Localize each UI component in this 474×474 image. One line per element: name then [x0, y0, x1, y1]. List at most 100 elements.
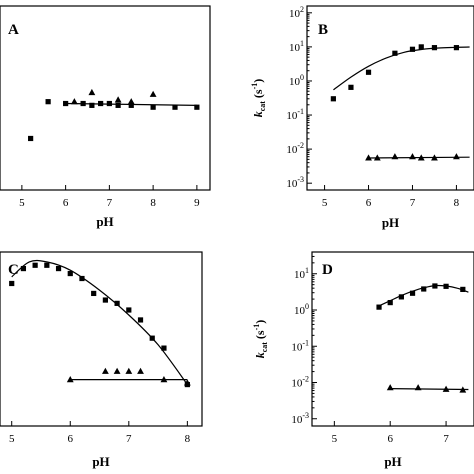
panel-letter: A: [8, 22, 19, 38]
data-point-triangle: [101, 367, 109, 374]
data-point-square: [418, 44, 424, 50]
data-point-square: [98, 100, 104, 107]
y-tick-label: 10-1: [286, 107, 304, 122]
data-point-square: [460, 286, 466, 293]
data-point-square: [20, 265, 27, 272]
panel-letter: D: [322, 262, 333, 278]
panel-letter: B: [318, 22, 328, 38]
data-point-square: [44, 262, 50, 268]
panel-d: 5 6 7 10-3 10-2 10-1 100 101 kcat(s-1) pH D: [252, 251, 474, 469]
fit-line: [11, 259, 188, 385]
data-point-square: [89, 102, 95, 108]
data-point-square: [431, 45, 438, 51]
data-point-triangle: [414, 384, 422, 391]
data-point-square: [32, 262, 38, 268]
data-point-triangle: [66, 376, 74, 383]
data-point-square: [28, 135, 34, 142]
data-point-square: [80, 100, 86, 107]
data-point-triangle: [137, 367, 144, 374]
y-tick-label: 100: [289, 73, 304, 88]
data-point-square: [115, 102, 121, 108]
panel-c: 5 6 7 8 pH C: [0, 251, 203, 469]
data-point-triangle: [183, 379, 191, 386]
x-tick-label: 7: [443, 433, 449, 445]
data-point-square: [409, 290, 416, 296]
x-tick-label: 5: [9, 433, 15, 445]
panel-b: 5 6 7 8 10-3 10-2 10-1 100 101 102 kcat(s-1) pH B: [250, 5, 474, 230]
y-tick-label: 101: [289, 39, 304, 54]
x-tick-label: 9: [194, 197, 200, 209]
x-tick-label: 7: [410, 197, 416, 209]
y-tick-label: 10-2: [291, 375, 309, 390]
data-point-triangle: [149, 90, 157, 97]
data-point-square: [126, 307, 132, 313]
data-point-square: [114, 300, 120, 306]
x-axis-label: pH: [384, 454, 401, 469]
data-point-square: [387, 300, 393, 306]
x-axis-label: pH: [92, 454, 109, 469]
data-point-triangle: [113, 367, 121, 374]
fit-line: [368, 156, 470, 159]
data-point-triangle: [125, 367, 133, 374]
data-point-triangle: [386, 384, 394, 391]
plot-frame: [0, 5, 211, 191]
data-point-triangle: [114, 96, 122, 103]
x-axis-label: pH: [96, 214, 113, 229]
fit-line: [390, 388, 469, 391]
data-point-square: [128, 102, 134, 108]
y-tick-label: 10-1: [291, 338, 309, 353]
y-axis-label: kcat(s-1): [252, 320, 269, 359]
x-tick-label: 8: [185, 433, 191, 445]
data-point-square: [149, 335, 155, 341]
data-point-square: [432, 283, 438, 289]
plot-frame: [306, 5, 474, 191]
data-point-square: [194, 104, 200, 110]
plot-frame: [0, 251, 203, 427]
data-point-triangle: [459, 386, 467, 393]
y-tick-label: 10-2: [286, 141, 304, 156]
data-point-square: [398, 294, 404, 300]
data-point-square: [453, 45, 460, 51]
data-point-triangle: [409, 153, 416, 160]
data-point-triangle: [373, 154, 381, 161]
data-point-square: [348, 84, 354, 90]
data-point-square: [79, 275, 85, 282]
x-tick-label: 8: [150, 197, 156, 209]
data-point-square: [376, 304, 382, 310]
data-point-square: [443, 283, 449, 289]
data-point-triangle: [417, 154, 425, 161]
data-point-square: [330, 96, 336, 102]
data-point-triangle: [127, 98, 135, 105]
data-point-triangle: [70, 98, 78, 105]
x-tick-label: 7: [107, 197, 113, 209]
x-tick-label: 5: [19, 197, 25, 209]
data-point-square: [106, 100, 112, 107]
data-point-triangle: [160, 376, 168, 383]
data-point-square: [137, 317, 144, 323]
x-tick-label: 5: [332, 433, 338, 445]
data-point-triangle: [88, 88, 96, 96]
data-point-square: [63, 100, 69, 107]
y-tick-label: 10-3: [291, 411, 309, 426]
data-point-square: [102, 297, 108, 303]
data-point-square: [91, 290, 97, 297]
data-point-square: [421, 286, 427, 292]
x-tick-label: 8: [454, 197, 460, 209]
panel-a: 5 6 7 8 9 pH A: [0, 5, 211, 229]
data-point-square: [9, 280, 15, 287]
x-tick-label: 7: [126, 433, 132, 445]
y-tick-label: 101: [294, 266, 309, 281]
y-tick-label: 10-3: [286, 175, 304, 190]
data-point-square: [392, 50, 398, 56]
data-point-square: [365, 69, 372, 75]
x-tick-label: 6: [63, 197, 69, 209]
plot-frame: [311, 251, 474, 427]
data-point-square: [55, 265, 62, 272]
panel-letter: C: [8, 262, 19, 278]
data-point-square: [161, 345, 167, 351]
data-point-square: [172, 104, 178, 110]
data-point-triangle: [453, 153, 460, 160]
x-axis-label: pH: [382, 215, 399, 230]
x-tick-label: 6: [387, 433, 393, 445]
